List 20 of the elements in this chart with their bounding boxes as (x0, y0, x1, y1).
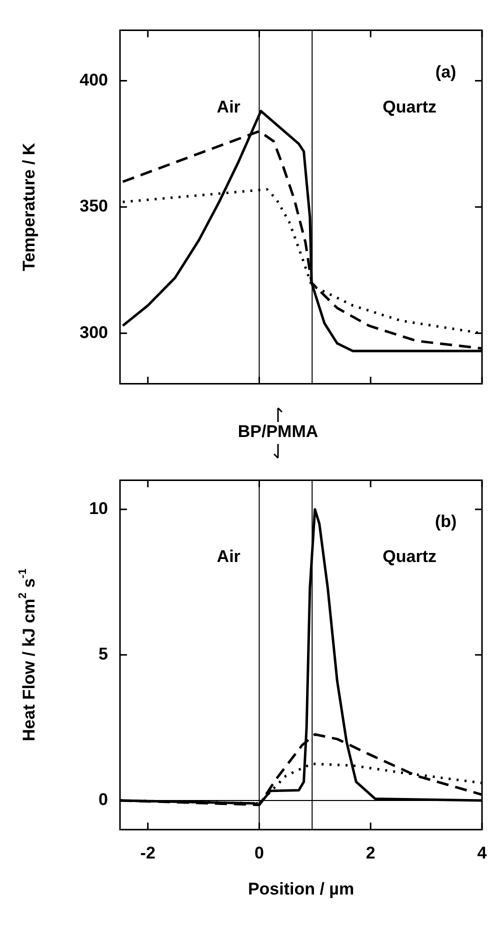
y-tick-label: 400 (80, 70, 108, 90)
y-axis-title: Heat Flow / kJ cm2 s-1 (17, 568, 39, 742)
x-tick-label: -2 (140, 843, 156, 862)
annotation: (b) (434, 512, 457, 531)
y-tick-label: 0 (98, 790, 108, 810)
y-tick-label: 10 (89, 499, 108, 518)
x-axis-title: Position / µm (248, 879, 354, 898)
y-tick-label: 300 (80, 322, 108, 342)
y-tick-label: 5 (98, 644, 108, 664)
annotation: (a) (435, 62, 456, 82)
x-tick-label: 0 (254, 843, 264, 862)
annotation: Quartz (382, 546, 437, 566)
x-tick-label: 2 (366, 843, 376, 862)
annotation: Quartz (382, 98, 437, 117)
y-axis-title: Temperature / K (20, 142, 39, 272)
y-tick-label: 350 (80, 196, 108, 216)
annotation: Air (216, 546, 241, 566)
x-tick-label: 4 (477, 843, 488, 862)
annotation: Air (216, 98, 241, 117)
text: BP/PMMA (236, 422, 320, 442)
